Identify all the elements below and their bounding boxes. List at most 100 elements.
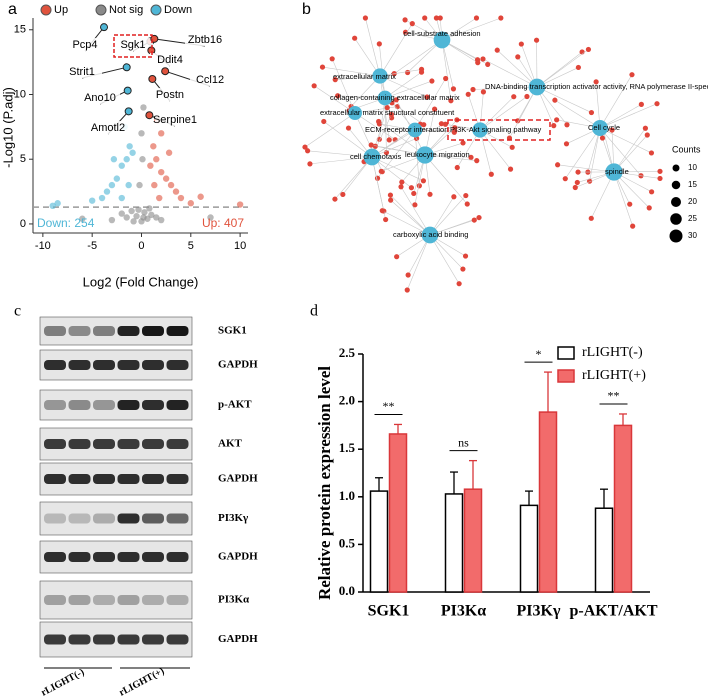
gene-node (321, 118, 327, 125)
edge (424, 154, 468, 205)
point (129, 149, 136, 156)
gene-node (388, 197, 394, 203)
gene-node (429, 78, 435, 84)
gene-node (454, 164, 460, 171)
highlight-box (113, 34, 153, 58)
label-bg (155, 113, 195, 126)
gene-node (450, 86, 457, 92)
gene-node (332, 77, 338, 83)
y-tick-label: 0 (20, 218, 26, 230)
term-node (605, 163, 623, 181)
blot-band (117, 634, 140, 645)
gene-node (470, 86, 476, 93)
gene-node (585, 46, 592, 53)
gene-label: Zbtb16 (188, 34, 222, 46)
point (156, 194, 163, 202)
gene-node (433, 15, 440, 21)
blot-label: GAPDH (218, 551, 258, 563)
gene-node (412, 202, 418, 208)
gene-node (352, 35, 358, 41)
blot-band (93, 474, 115, 484)
gene-node (485, 61, 491, 68)
significance: ** (608, 389, 620, 403)
legend-label: Down (164, 4, 192, 16)
gene-node (378, 168, 384, 174)
x-tick-label: -10 (35, 240, 51, 252)
gene-label: Ddit4 (157, 54, 183, 66)
panel-letter: d (310, 303, 318, 320)
term-label: Cell cycle (588, 123, 620, 132)
gene-node (627, 201, 633, 207)
x-tick-label: 0 (138, 240, 144, 252)
gene-node (332, 196, 338, 202)
gene-node (609, 127, 615, 133)
gene-node (463, 192, 469, 199)
legend-size (671, 180, 681, 190)
y-tick-label: 0.5 (339, 535, 356, 550)
blot-band (44, 400, 66, 410)
gene-node (311, 83, 317, 89)
x-tick-label: 5 (188, 240, 194, 252)
gene-node (498, 15, 504, 21)
gene-node (646, 205, 652, 211)
gene-node (575, 169, 581, 175)
edge (390, 199, 431, 236)
gene-node (474, 57, 481, 63)
blot-band (166, 400, 189, 410)
gene-node (551, 123, 557, 129)
point (54, 200, 61, 207)
term-node (407, 122, 423, 138)
edge (497, 49, 538, 88)
blot-band (166, 326, 189, 336)
gene-node (422, 15, 428, 21)
gene-node (451, 129, 457, 135)
point (126, 143, 133, 150)
gene-node (648, 150, 655, 156)
term-label: PI3K-Akt signaling pathway (450, 125, 542, 134)
gene-node (564, 122, 570, 128)
blot-band (166, 513, 189, 524)
edge (379, 23, 413, 77)
point (172, 188, 180, 195)
blot-band (166, 634, 189, 645)
point (128, 207, 135, 215)
labeled-point (161, 67, 170, 76)
group-label: rLIGHT(+) (117, 666, 166, 696)
edge (429, 195, 467, 236)
point (138, 130, 145, 137)
blot-band (142, 400, 164, 410)
blot-band (93, 439, 115, 449)
legend-size (669, 229, 683, 243)
blot-band (142, 595, 164, 605)
edge (536, 49, 589, 88)
gene-node (630, 223, 636, 229)
legend-label: rLIGHT(-) (582, 345, 643, 360)
bar (594, 507, 614, 593)
point (79, 215, 86, 222)
highlight-box (447, 119, 551, 141)
blot-band (93, 400, 115, 410)
gene-node (638, 101, 644, 107)
panel-letter: b (302, 1, 311, 18)
gene-node (515, 54, 521, 60)
point (125, 181, 132, 189)
gene-node (657, 168, 663, 174)
gene-node (575, 64, 581, 71)
term-node (416, 146, 434, 164)
gene-node (408, 185, 415, 191)
gene-node (376, 118, 382, 125)
blot-band (117, 439, 140, 449)
bar (613, 424, 633, 593)
blot-label: PI3Kα (218, 594, 250, 606)
edge (479, 96, 528, 131)
blot-band (93, 634, 115, 645)
blot-frame (39, 580, 193, 620)
edge (309, 156, 373, 165)
blot-band (117, 513, 140, 524)
point (158, 216, 165, 224)
legend-label: Up (54, 4, 68, 16)
edge (379, 75, 428, 98)
point (130, 218, 137, 225)
point (133, 212, 140, 220)
labeled-point (124, 107, 133, 116)
